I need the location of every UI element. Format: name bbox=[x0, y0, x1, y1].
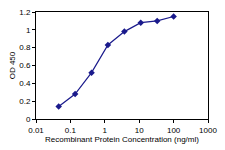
svg-text:1: 1 bbox=[26, 26, 31, 35]
svg-text:Recombinant Protein Concentrat: Recombinant Protein Concentration (ng/ml… bbox=[45, 135, 199, 144]
svg-text:0.8: 0.8 bbox=[19, 43, 31, 52]
svg-text:0.1: 0.1 bbox=[65, 126, 77, 135]
svg-text:0: 0 bbox=[26, 115, 31, 124]
svg-text:OD 450: OD 450 bbox=[8, 51, 17, 79]
svg-text:100: 100 bbox=[167, 126, 181, 135]
svg-text:0.6: 0.6 bbox=[19, 61, 31, 70]
svg-text:1000: 1000 bbox=[199, 126, 217, 135]
svg-text:1.2: 1.2 bbox=[19, 8, 31, 17]
svg-text:1: 1 bbox=[103, 126, 108, 135]
svg-text:10: 10 bbox=[135, 126, 144, 135]
svg-text:0.4: 0.4 bbox=[19, 79, 31, 88]
svg-text:0.2: 0.2 bbox=[19, 97, 31, 106]
svg-text:0.01: 0.01 bbox=[28, 126, 44, 135]
